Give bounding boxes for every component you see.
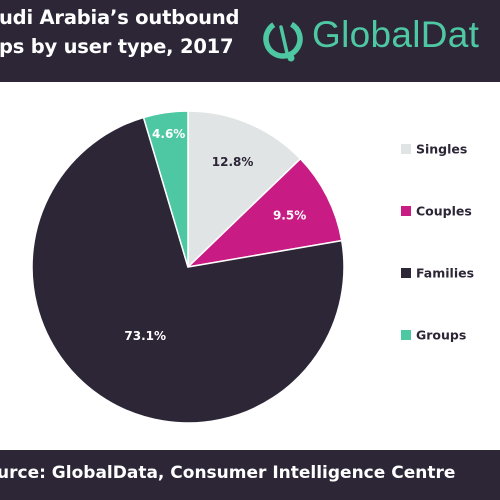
chart-title-line-2: ps by user type, 2017	[0, 35, 234, 58]
legend-item-singles: Singles	[401, 142, 467, 157]
legend-item-families: Families	[401, 266, 474, 281]
pie-slice-singles	[187, 110, 302, 269]
brand-logo-text: GlobalDat	[312, 14, 480, 55]
pie-value-label-groups: 4.6%	[152, 127, 185, 141]
legend-label-groups: Groups	[416, 328, 466, 343]
legend-swatch-singles	[401, 144, 411, 154]
pie-slice-groups	[142, 110, 189, 268]
pie-slice-couples	[185, 157, 343, 269]
legend-swatch-groups	[401, 330, 411, 340]
legend-swatch-couples	[401, 206, 411, 216]
pie-value-label-singles: 12.8%	[212, 155, 254, 169]
pie-value-label-families: 73.1%	[124, 329, 166, 343]
legend-item-couples: Couples	[401, 204, 472, 219]
chart-title-line-1: udi Arabia’s outbound	[0, 6, 240, 29]
legend-label-singles: Singles	[416, 142, 467, 157]
pie-chart: 12.8% 9.5% 73.1% 4.6% Singles Couples Familie…	[31, 110, 474, 424]
title-band: udi Arabia’s outbound ps by user type, 2…	[0, 0, 500, 82]
source-band: urce: GlobalData, Consumer Intelligence …	[0, 450, 500, 500]
chart-legend: Singles Couples Families Groups	[401, 142, 474, 343]
pie-slices	[31, 110, 345, 424]
pie-value-labels: 12.8% 9.5% 73.1% 4.6%	[124, 127, 306, 343]
legend-label-couples: Couples	[416, 204, 472, 219]
legend-label-families: Families	[416, 266, 474, 281]
pie-slice-families	[31, 116, 345, 424]
pie-value-label-couples: 9.5%	[273, 209, 306, 223]
globaldata-logo-icon	[263, 19, 303, 62]
legend-swatch-families	[401, 268, 411, 278]
legend-item-groups: Groups	[401, 328, 466, 343]
source-note: urce: GlobalData, Consumer Intelligence …	[0, 463, 456, 483]
